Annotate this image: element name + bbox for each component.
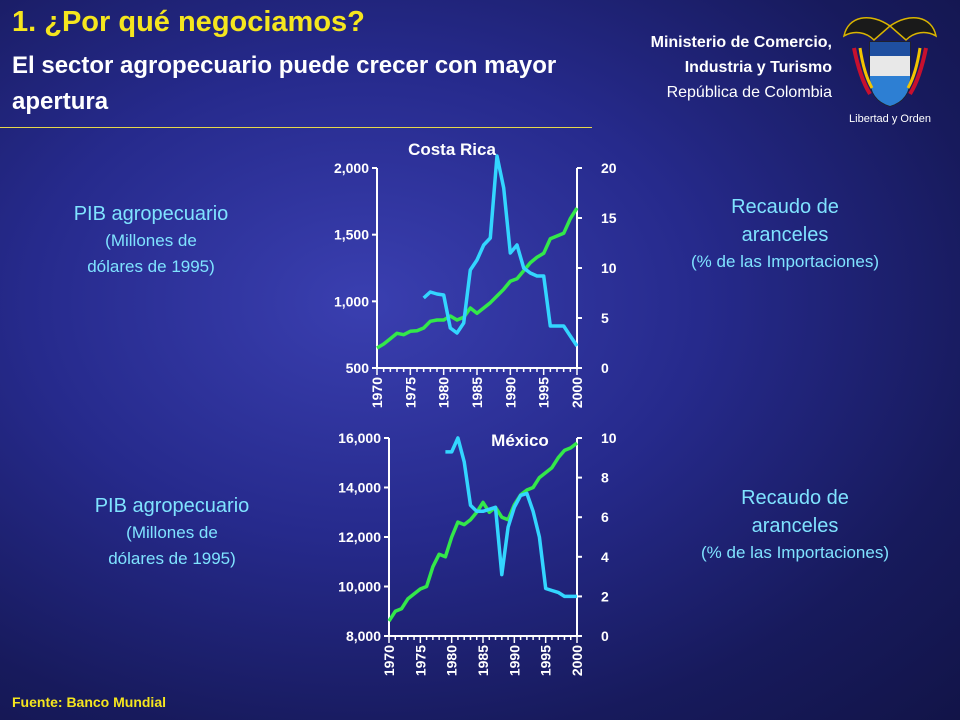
title-divider [0, 127, 592, 128]
page-title: 1. ¿Por qué negociamos? [12, 6, 365, 38]
cr-x-tick-label: 1985 [469, 377, 485, 408]
ministry-block: Ministerio de Comercio, Industria y Turi… [651, 30, 832, 105]
mx-tariff-title-1: Recaudo de [741, 487, 849, 509]
cr-x-tick-label: 1970 [369, 377, 385, 408]
cr-pib-unit-2: dólares de 1995) [87, 257, 215, 276]
cr-pib-unit-1: (Millones de [105, 231, 197, 250]
cr-pib-series-line [376, 207, 579, 350]
cr-x-tick-label: 1975 [402, 377, 418, 408]
cr-x-tick-label: 1990 [502, 377, 518, 408]
mx-right-tick-label: 6 [601, 509, 609, 525]
mx-x-tick-label: 1990 [506, 645, 522, 676]
mx-x-tick-label: 1985 [475, 645, 491, 676]
mx-right-tick-label: 2 [601, 588, 609, 604]
cr-chart-title: Costa Rica [408, 140, 496, 159]
ministry-line-3: República de Colombia [666, 84, 832, 101]
cr-x-tick-label: 2000 [569, 377, 585, 408]
cr-right-tick-label: 10 [601, 260, 617, 276]
mx-right-tick-label: 10 [601, 430, 617, 446]
cr-tariff-unit: (% de las Importaciones) [690, 252, 880, 271]
mx-tariff-series-line [445, 436, 577, 599]
mx-x-tick-label: 1975 [412, 645, 428, 676]
mx-right-tick-label: 8 [601, 470, 609, 486]
mx-x-tick-label: 1980 [444, 645, 460, 676]
cr-tariff-title-1: Recaudo de [731, 196, 839, 218]
mx-pib-unit-2: dólares de 1995) [108, 549, 236, 568]
cr-left-tick-label: 1,000 [334, 293, 369, 309]
mx-tariff-title-2: aranceles [751, 515, 839, 537]
mx-pib-title: PIB agropecuario [94, 495, 250, 517]
mx-left-tick-label: 12,000 [338, 529, 381, 545]
mx-tariff-label: Recaudo de aranceles (% de las Importaci… [650, 484, 940, 566]
mx-left-tick-label: 14,000 [338, 480, 381, 496]
mx-chart: 8,000 10,000 12,000 14,000 16,000 0 2 4 6 8 10 1970… [338, 430, 617, 676]
mx-left-tick-label: 10,000 [338, 579, 381, 595]
seal-motto: Libertad y Orden [849, 113, 931, 125]
colombia-coat-of-arms-logo: Libertad y Orden [842, 17, 938, 125]
mx-pib-series-line [387, 441, 579, 623]
mx-x-tick-label: 1970 [381, 645, 397, 676]
mx-left-tick-label: 16,000 [338, 430, 381, 446]
cr-tariff-label: Recaudo de aranceles (% de las Importaci… [640, 193, 930, 275]
cr-tariff-title-2: aranceles [741, 224, 829, 246]
source-note: Fuente: Banco Mundial [12, 694, 166, 710]
mx-left-tick-label: 8,000 [346, 628, 381, 644]
ministry-line-2: Industria y Turismo [684, 59, 832, 76]
page-subtitle: El sector agropecuario puede crecer con … [12, 52, 557, 115]
cr-chart: 500 1,000 1,500 2,000 0 5 10 15 20 1970 1975 1980 19… [334, 140, 617, 408]
mx-pib-unit-1: (Millones de [126, 523, 218, 542]
mx-x-tick-label: 1995 [538, 645, 554, 676]
cr-x-tick-label: 1980 [436, 377, 452, 408]
cr-right-tick-label: 20 [601, 160, 617, 176]
cr-right-tick-label: 5 [601, 310, 609, 326]
mx-tariff-unit: (% de las Importaciones) [700, 543, 890, 562]
mx-right-tick-label: 0 [601, 628, 609, 644]
mx-x-tick-label: 2000 [569, 645, 585, 676]
cr-left-tick-label: 1,500 [334, 227, 369, 243]
cr-left-tick-label: 500 [346, 360, 370, 376]
cr-tariff-series-line [422, 154, 579, 347]
mx-pib-label: PIB agropecuario (Millones de dólares de… [66, 492, 278, 572]
cr-pib-title: PIB agropecuario [73, 203, 229, 225]
ministry-line-1: Ministerio de Comercio, [650, 34, 832, 51]
cr-left-tick-label: 2,000 [334, 160, 369, 176]
cr-right-tick-label: 15 [601, 210, 617, 226]
cr-right-tick-label: 0 [601, 360, 609, 376]
cr-pib-label: PIB agropecuario (Millones de dólares de… [56, 200, 246, 280]
mx-right-tick-label: 4 [601, 549, 609, 565]
cr-x-tick-label: 1995 [536, 377, 552, 408]
mx-chart-title: México [491, 431, 549, 450]
